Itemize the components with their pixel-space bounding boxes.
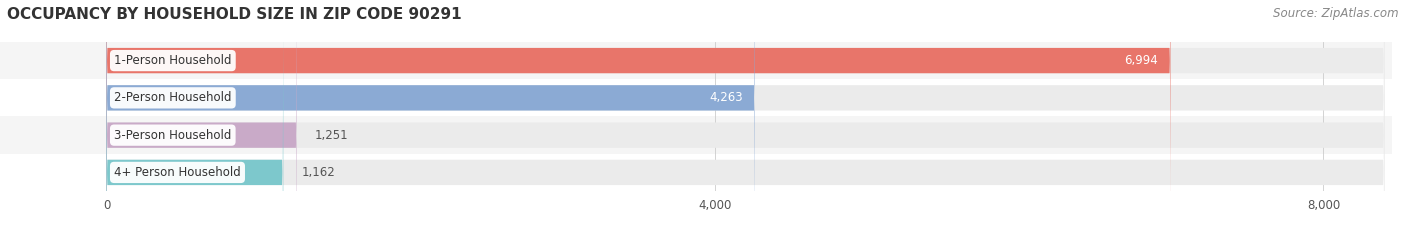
- FancyBboxPatch shape: [107, 0, 1170, 233]
- FancyBboxPatch shape: [107, 0, 755, 233]
- FancyBboxPatch shape: [107, 0, 1385, 233]
- Bar: [0, 79, 1392, 116]
- Text: 4+ Person Household: 4+ Person Household: [114, 166, 240, 179]
- Text: 2-Person Household: 2-Person Household: [114, 91, 232, 104]
- Bar: [0, 42, 1392, 79]
- FancyBboxPatch shape: [107, 0, 1385, 233]
- Text: OCCUPANCY BY HOUSEHOLD SIZE IN ZIP CODE 90291: OCCUPANCY BY HOUSEHOLD SIZE IN ZIP CODE …: [7, 7, 461, 22]
- FancyBboxPatch shape: [107, 0, 1385, 233]
- Bar: [0, 116, 1392, 154]
- Text: 1,162: 1,162: [301, 166, 335, 179]
- Text: 4,263: 4,263: [709, 91, 742, 104]
- Text: 6,994: 6,994: [1125, 54, 1159, 67]
- FancyBboxPatch shape: [107, 0, 1385, 233]
- FancyBboxPatch shape: [107, 0, 283, 233]
- Text: 1,251: 1,251: [315, 129, 349, 142]
- Text: Source: ZipAtlas.com: Source: ZipAtlas.com: [1274, 7, 1399, 20]
- Bar: [0, 154, 1392, 191]
- FancyBboxPatch shape: [107, 0, 297, 233]
- Text: 3-Person Household: 3-Person Household: [114, 129, 232, 142]
- Text: 1-Person Household: 1-Person Household: [114, 54, 232, 67]
